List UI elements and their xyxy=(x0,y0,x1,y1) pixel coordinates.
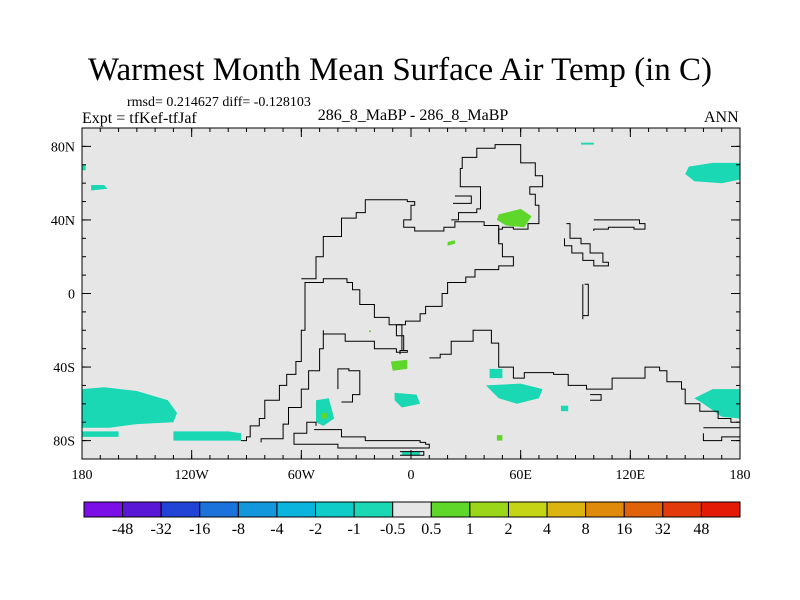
coastline xyxy=(241,278,408,443)
y-tick-label: 40N xyxy=(51,214,75,229)
colorbar-box xyxy=(160,501,201,518)
colorbar-label: -0.5 xyxy=(380,521,405,538)
anomaly-region xyxy=(82,164,86,171)
anomaly-region xyxy=(694,389,740,419)
anomaly-region xyxy=(82,387,177,428)
colorbar-label: 0.5 xyxy=(421,521,441,538)
anomaly-region xyxy=(485,383,543,404)
x-tick-label: 120E xyxy=(616,468,646,483)
colorbar-box xyxy=(546,501,587,518)
anomaly-region xyxy=(581,142,594,145)
colorbar-box xyxy=(315,501,355,518)
colorbar-label: -4 xyxy=(270,521,283,538)
anomaly-region xyxy=(496,208,532,228)
colorbar-box xyxy=(392,501,432,518)
colorbar-box xyxy=(276,501,317,518)
experiment-label: Expt = tfKef-tfJaf xyxy=(82,110,197,127)
colorbar-label: -32 xyxy=(151,521,172,538)
subtitle: 286_8_MaBP - 286_8_MaBP xyxy=(317,107,509,124)
colorbar-label: 4 xyxy=(543,521,551,538)
anomaly-region xyxy=(390,359,408,371)
coastline xyxy=(451,144,544,242)
colorbar-box xyxy=(430,501,471,518)
coastline xyxy=(301,199,514,355)
y-tick-label: 80N xyxy=(51,140,75,155)
x-tick-label: 0 xyxy=(408,468,415,483)
coastline xyxy=(337,368,361,403)
colorbar-label: -1 xyxy=(347,521,360,538)
colorbar-box xyxy=(469,501,509,518)
colorbar-box xyxy=(199,501,239,518)
anomaly-region xyxy=(316,398,335,426)
anomaly-region xyxy=(489,368,503,379)
colorbar-label: -8 xyxy=(232,521,245,538)
anomaly-region xyxy=(560,405,569,412)
period-label: ANN xyxy=(704,109,739,126)
colorbar-label: 16 xyxy=(616,521,632,538)
y-tick-label: 40S xyxy=(53,361,75,376)
colorbar-box xyxy=(353,501,394,518)
colorbar-label: 1 xyxy=(466,521,474,538)
coastline xyxy=(593,219,646,231)
x-tick-label: 180 xyxy=(730,468,751,483)
colorbar-box xyxy=(662,501,702,518)
colorbar-box xyxy=(507,501,548,518)
colorbar-label: -48 xyxy=(112,521,133,538)
coastline xyxy=(429,329,740,425)
colorbar-box xyxy=(585,501,625,518)
coastline xyxy=(400,451,425,456)
y-tick-label: 80S xyxy=(53,435,75,450)
anomaly-region xyxy=(369,330,371,333)
anomaly-region xyxy=(447,240,455,246)
x-tick-label: 60W xyxy=(288,468,316,483)
colorbar-label: 32 xyxy=(655,521,671,538)
anomaly-region xyxy=(496,435,503,441)
coastline xyxy=(453,195,472,204)
anomaly-region xyxy=(82,431,119,437)
x-tick-label: 180 xyxy=(72,468,93,483)
chart-title: Warmest Month Mean Surface Air Temp (in … xyxy=(87,52,713,88)
colorbar-box xyxy=(700,501,741,518)
colorbar-label: -16 xyxy=(189,521,210,538)
coastline xyxy=(582,283,589,320)
anomaly-region xyxy=(173,431,241,441)
anomaly-region xyxy=(685,162,740,184)
plot-background xyxy=(82,128,740,459)
colorbar-label: 48 xyxy=(693,521,709,538)
x-tick-label: 120W xyxy=(175,468,210,483)
stats-line: rmsd= 0.214627 diff= -0.128103 xyxy=(127,95,311,110)
coastline xyxy=(702,427,740,442)
y-tick-label: 0 xyxy=(68,288,75,303)
anomaly-region xyxy=(321,413,327,419)
colorbar-label: -2 xyxy=(309,521,322,538)
x-tick-label: 60E xyxy=(509,468,532,483)
colorbar-label: 2 xyxy=(504,521,512,538)
anomaly-region xyxy=(394,392,421,408)
colorbar-box xyxy=(83,501,124,518)
coastline xyxy=(590,394,602,401)
anomaly-region xyxy=(91,185,108,191)
colorbar-box xyxy=(237,501,278,518)
plot-content xyxy=(82,142,740,456)
colorbar-box xyxy=(623,501,664,518)
coastline xyxy=(293,421,430,449)
colorbar-label: 8 xyxy=(582,521,590,538)
colorbar-box xyxy=(122,501,162,518)
coastline xyxy=(564,223,609,267)
